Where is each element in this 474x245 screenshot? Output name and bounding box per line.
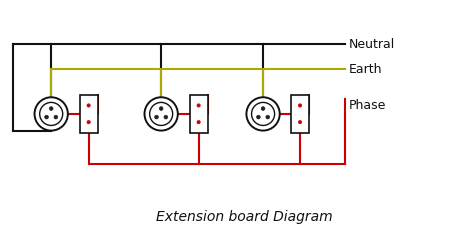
Circle shape bbox=[145, 97, 178, 131]
Circle shape bbox=[155, 115, 158, 119]
Circle shape bbox=[266, 115, 270, 119]
Circle shape bbox=[87, 121, 90, 124]
Text: Neutral: Neutral bbox=[349, 37, 395, 51]
Text: Phase: Phase bbox=[349, 99, 386, 112]
Circle shape bbox=[197, 104, 200, 107]
Circle shape bbox=[49, 107, 53, 110]
Bar bbox=[80, 95, 98, 133]
Text: Extension board Diagram: Extension board Diagram bbox=[156, 210, 333, 224]
Circle shape bbox=[256, 115, 260, 119]
Text: Earth: Earth bbox=[349, 62, 383, 76]
Circle shape bbox=[54, 115, 58, 119]
Circle shape bbox=[299, 121, 301, 124]
Bar bbox=[190, 95, 208, 133]
Circle shape bbox=[87, 104, 90, 107]
Circle shape bbox=[159, 107, 163, 110]
Circle shape bbox=[246, 97, 280, 131]
Bar bbox=[291, 95, 309, 133]
Circle shape bbox=[197, 121, 200, 124]
Circle shape bbox=[299, 104, 301, 107]
Circle shape bbox=[164, 115, 168, 119]
Circle shape bbox=[261, 107, 265, 110]
Circle shape bbox=[45, 115, 48, 119]
Circle shape bbox=[35, 97, 68, 131]
